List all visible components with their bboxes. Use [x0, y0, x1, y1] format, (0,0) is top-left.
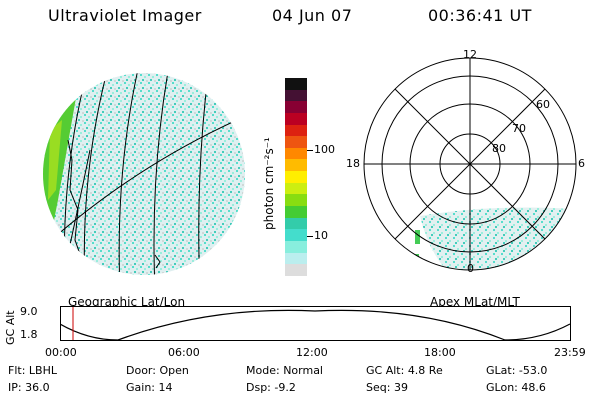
param-glon: GLon: 48.6 — [486, 381, 546, 394]
colorbar-tick — [307, 236, 313, 237]
altitude-strip-frame — [60, 306, 571, 341]
param-gc-alt: GC Alt: 4.8 Re — [366, 364, 443, 377]
param-seq: Seq: 39 — [366, 381, 408, 394]
colorbar-segment — [285, 217, 307, 230]
geographic-image — [43, 73, 245, 275]
colorbar-tick — [307, 150, 313, 151]
colorbar-segment — [285, 171, 307, 183]
param-glat: GLat: -53.0 — [486, 364, 548, 377]
colorbar-segment — [285, 101, 307, 113]
colorbar-segment — [285, 206, 307, 218]
colorbar-segment — [285, 240, 307, 253]
colorbar-segment — [285, 264, 307, 276]
time-tick-label: 12:00 — [296, 346, 328, 359]
altitude-tick-min: 1.8 — [20, 328, 38, 341]
colorbar — [285, 78, 307, 276]
time-tick-label: 23:59 — [554, 346, 586, 359]
mlt-label-0: 0 — [467, 262, 474, 275]
colorbar-segment — [285, 147, 307, 160]
time-tick-label: 06:00 — [168, 346, 200, 359]
colorbar-segment — [285, 124, 307, 137]
colorbar-tick-label: 100 — [314, 143, 335, 156]
mlat-label-60: 60 — [536, 98, 550, 111]
date-label: 04 Jun 07 — [272, 6, 353, 25]
time-label: 00:36:41 UT — [428, 6, 532, 25]
altitude-axis-label: GC Alt — [4, 310, 17, 345]
colorbar-segment — [285, 78, 307, 90]
param-gain: Gain: 14 — [126, 381, 173, 394]
colorbar-segment — [285, 89, 307, 102]
time-tick-label: 18:00 — [424, 346, 456, 359]
mlat-label-80: 80 — [492, 142, 506, 155]
time-tick-label: 00:00 — [45, 346, 77, 359]
colorbar-segment — [285, 112, 307, 125]
param-door: Door: Open — [126, 364, 189, 377]
altitude-strip-plot — [60, 306, 571, 341]
auroral-oval — [420, 207, 575, 270]
colorbar-segment — [285, 159, 307, 172]
colorbar-tick-label: 10 — [314, 229, 328, 242]
polar-grid — [363, 57, 577, 271]
mlt-label-18: 18 — [346, 157, 360, 170]
colorbar-segment — [285, 229, 307, 241]
colorbar-segment — [285, 136, 307, 148]
colorbar-segment — [285, 194, 307, 207]
param-filter: Flt: LBHL — [8, 364, 57, 377]
colorbar-segment — [285, 182, 307, 195]
mlt-label-12: 12 — [463, 48, 477, 61]
altitude-curve — [60, 309, 571, 341]
coastline — [67, 139, 83, 261]
param-mode: Mode: Normal — [246, 364, 323, 377]
altitude-tick-max: 9.0 — [20, 305, 38, 318]
mlat-mlt-polar-plot — [363, 57, 577, 271]
mlt-label-6: 6 — [578, 157, 585, 170]
right-panel-label: Apex MLat/MLT — [430, 295, 520, 309]
param-dsp: Dsp: -9.2 — [246, 381, 296, 394]
colorbar-unit-label: photon cm⁻²s⁻¹ — [262, 137, 276, 230]
param-ip: IP: 36.0 — [8, 381, 50, 394]
mlat-label-70: 70 — [512, 122, 526, 135]
left-panel-label: Geographic Lat/Lon — [68, 295, 186, 309]
colorbar-segment — [285, 252, 307, 265]
instrument-title: Ultraviolet Imager — [48, 6, 202, 25]
